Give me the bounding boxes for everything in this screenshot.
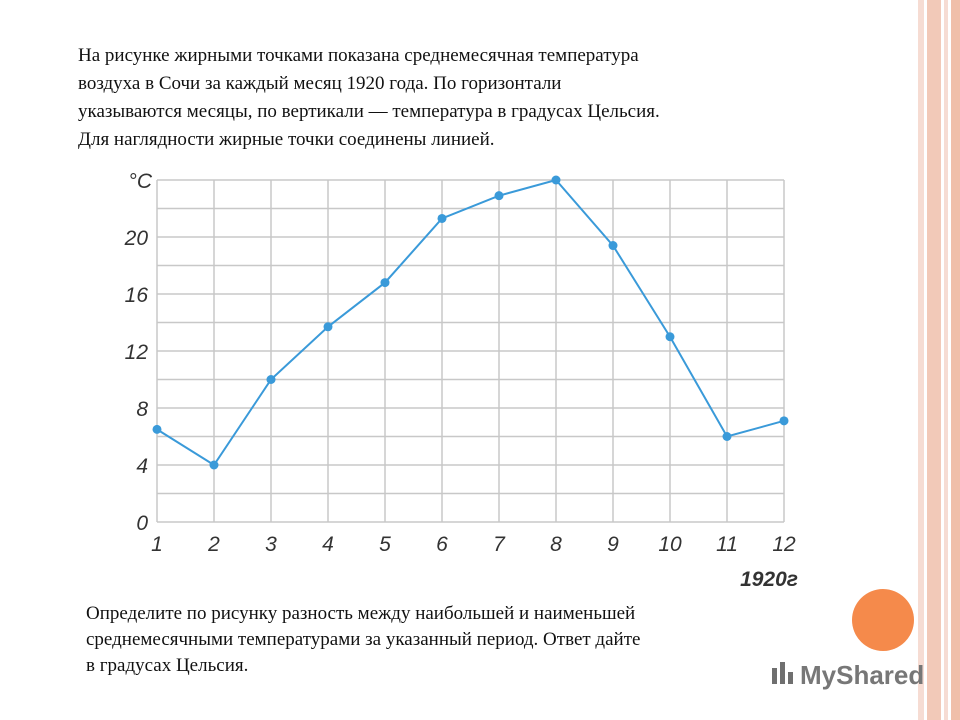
point [380, 278, 390, 288]
x-tick-label: 9 [607, 533, 619, 556]
x-tick-label: 12 [772, 533, 796, 556]
stripe [927, 0, 941, 720]
x-tick-label: 1 [151, 533, 163, 556]
point [665, 332, 675, 342]
point [551, 175, 561, 185]
x-tick-label: 5 [379, 533, 391, 556]
paragraph-line: Для наглядности жирные точки соединены л… [78, 129, 495, 150]
x-axis-label: 1920г [740, 568, 798, 591]
y-tick-label: 0 [136, 512, 148, 535]
point [779, 416, 789, 426]
y-tick-label: 16 [125, 284, 149, 307]
y-tick-label: 20 [124, 227, 149, 250]
stripe [951, 0, 960, 720]
paragraph-line: среднемесячными температурами за указанн… [86, 629, 640, 650]
x-tick-label: 2 [207, 533, 220, 556]
stripe [918, 0, 924, 720]
paragraph-line: воздуха в Сочи за каждый месяц 1920 года… [78, 73, 561, 94]
x-tick-label: 8 [550, 533, 562, 556]
paragraph-line: На рисунке жирными точками показана сред… [78, 45, 639, 66]
x-tick-label: 3 [265, 533, 277, 556]
stripe [944, 0, 948, 720]
watermark-icon [772, 662, 793, 684]
paragraph-line: в градусах Цельсия. [86, 655, 248, 676]
x-tick-label: 6 [436, 533, 448, 556]
point [209, 460, 219, 470]
point [608, 241, 618, 251]
x-tick-label: 10 [658, 533, 682, 556]
x-tick-label: 11 [716, 533, 738, 556]
decor-circle [852, 589, 914, 651]
y-axis-label: °C [128, 170, 152, 193]
x-tick-label: 4 [322, 533, 334, 556]
watermark: MyShared [800, 660, 924, 690]
point [323, 322, 333, 332]
point [722, 432, 732, 441]
paragraph-line: Определите по рисунку разность между наи… [86, 603, 635, 624]
point [152, 424, 162, 434]
point [266, 375, 276, 384]
paragraph-line: указываются месяцы, по вертикали — темпе… [78, 101, 660, 122]
line [156, 178, 785, 467]
x-tick-label: 7 [493, 533, 506, 556]
y-tick-label: 8 [136, 398, 148, 421]
y-tick-label: 4 [136, 455, 148, 478]
point [494, 191, 504, 201]
y-tick-label: 12 [125, 341, 149, 364]
point [437, 213, 447, 223]
